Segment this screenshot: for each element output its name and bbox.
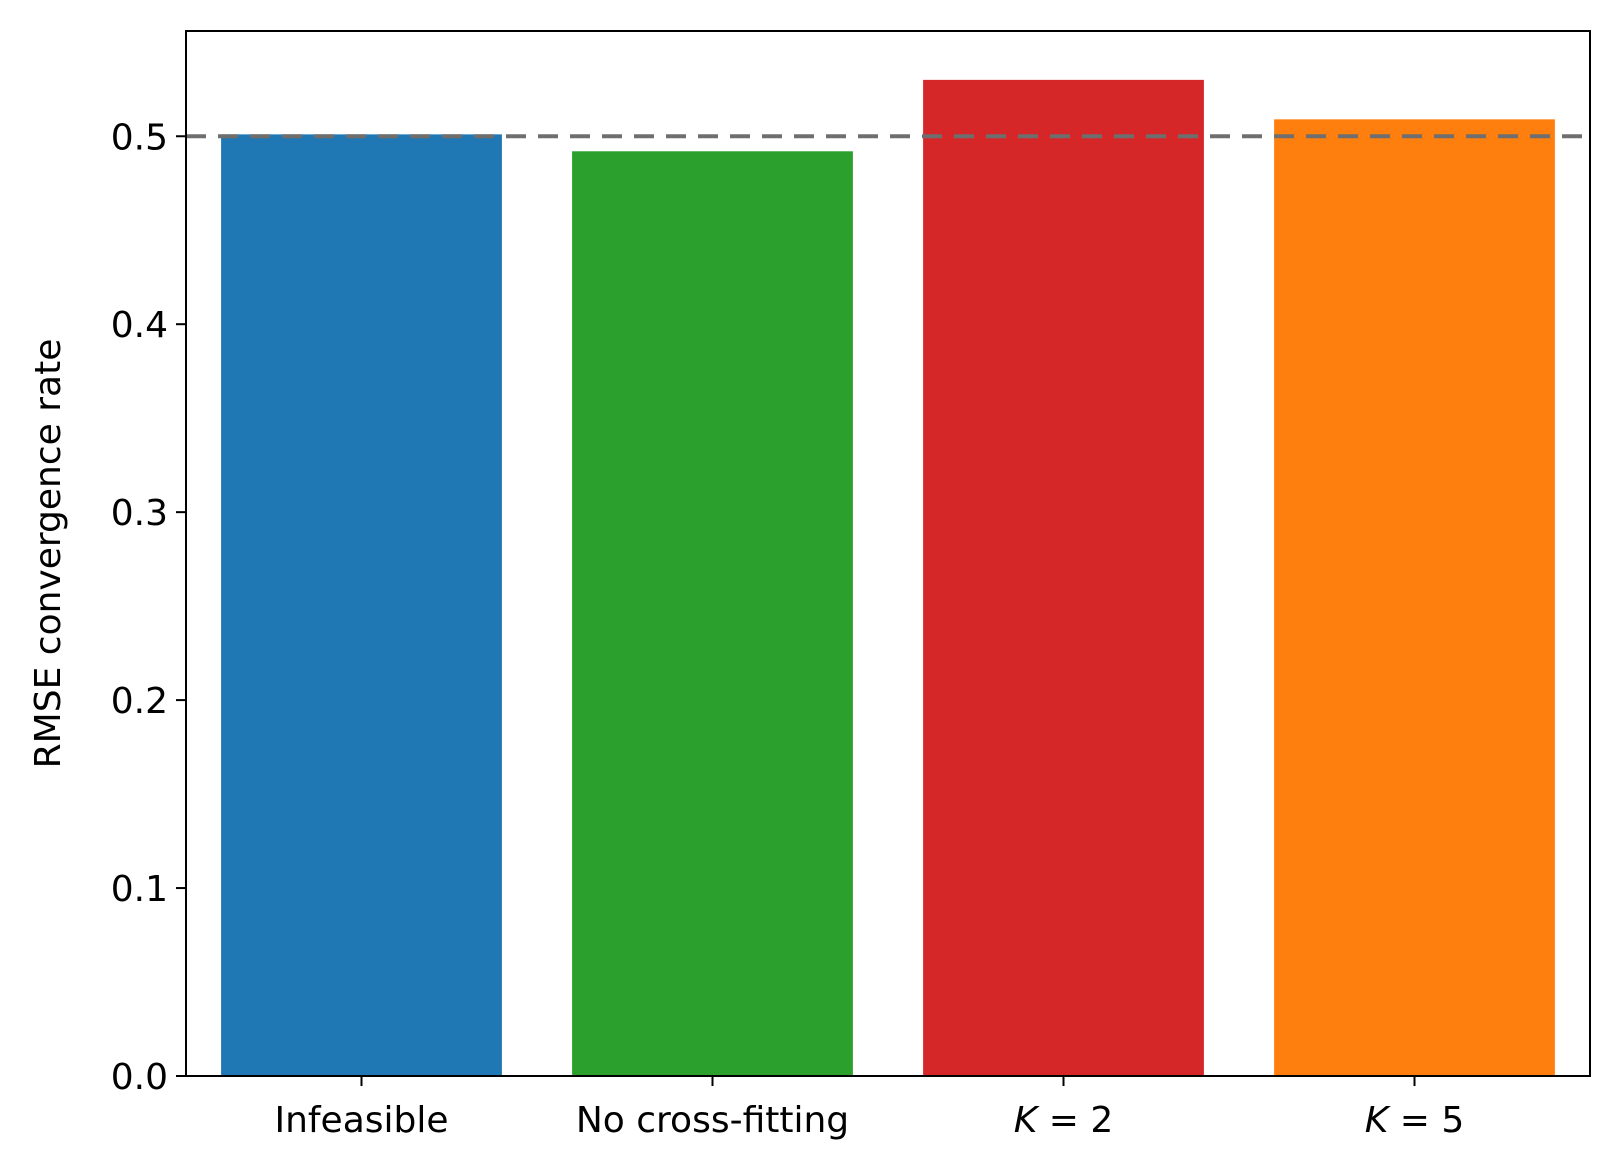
y-tick-label: 0.5: [111, 117, 168, 158]
x-tick-label: No cross-fitting: [576, 1100, 849, 1141]
y-tick-label: 0.0: [111, 1057, 168, 1098]
bar-3: [1274, 119, 1555, 1077]
y-tick-label: 0.4: [111, 305, 168, 346]
bar-1: [572, 151, 853, 1076]
y-axis-label: RMSE convergence rate: [28, 339, 69, 769]
y-tick-label: 0.2: [111, 681, 168, 722]
x-tick-label: Infeasible: [274, 1100, 448, 1141]
x-axis: Infeasible No cross-fitting K = 2 K = 5: [274, 1076, 1464, 1141]
y-tick-label: 0.1: [111, 869, 168, 910]
y-axis: 0.0 0.1 0.2 0.3 0.4 0.5: [111, 117, 186, 1098]
y-tick-label: 0.3: [111, 493, 168, 534]
bar-2: [923, 79, 1204, 1077]
plot-frame: [185, 30, 1591, 1077]
x-tick-label: K = 5: [1365, 1100, 1465, 1141]
x-tick-label: K = 2: [1014, 1100, 1114, 1141]
bars-group: [221, 79, 1555, 1077]
bar-0: [221, 134, 502, 1076]
